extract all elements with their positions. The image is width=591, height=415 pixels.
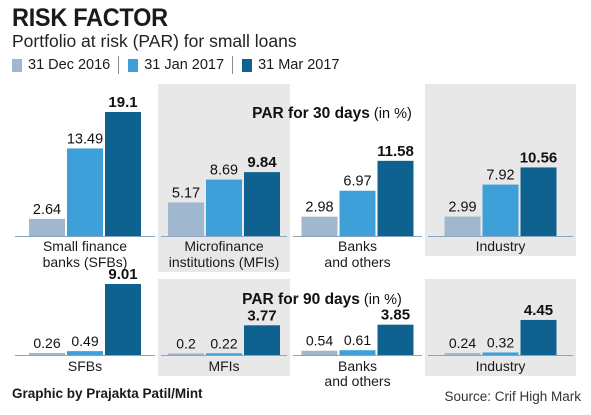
category-label: banks (SFBs) (43, 254, 128, 270)
data-label: 0.26 (33, 335, 60, 351)
bar (206, 179, 242, 236)
legend-item-mar-2017: 31 Mar 2017 (242, 57, 339, 73)
data-label: 8.69 (210, 163, 238, 179)
bar (244, 325, 280, 355)
legend-item-jan-2017: 31 Jan 2017 (128, 57, 224, 73)
legend-divider (232, 56, 234, 74)
data-label: 11.58 (377, 143, 414, 160)
data-label: 7.92 (486, 168, 514, 184)
data-label: 0.2 (176, 335, 196, 351)
category-label: SFBs (68, 358, 102, 374)
bar (105, 112, 141, 236)
bar (67, 148, 103, 236)
legend-label-mar-2017: 31 Mar 2017 (258, 57, 340, 73)
bar (482, 352, 519, 355)
data-label: 3.85 (381, 307, 410, 324)
data-label: 0.49 (71, 333, 98, 349)
bar (301, 350, 338, 355)
data-label: 2.98 (305, 200, 333, 216)
data-label: 19.1 (108, 94, 137, 111)
data-label: 0.54 (306, 333, 333, 349)
data-label: 3.77 (247, 307, 276, 324)
category-label: Industry (476, 238, 526, 254)
bar (520, 167, 557, 236)
legend: 31 Dec 2016 31 Jan 2017 31 Mar 2017 (12, 55, 347, 75)
data-label: 0.22 (210, 335, 237, 351)
bar (105, 284, 141, 355)
category-label: and others (324, 373, 390, 389)
bar (29, 218, 65, 236)
chart-title: RISK FACTOR (12, 4, 168, 32)
data-label: 2.64 (33, 202, 61, 218)
data-label: 0.61 (344, 332, 371, 348)
source-note: Source: Crif High Mark (444, 389, 581, 404)
bar (377, 324, 414, 355)
data-label: 10.56 (520, 149, 558, 166)
bar (206, 353, 242, 355)
data-label: 6.97 (343, 174, 371, 190)
data-label: 2.99 (448, 200, 476, 216)
data-label: 9.01 (108, 266, 137, 283)
bar (168, 202, 204, 236)
bar (339, 190, 376, 236)
data-label: 9.84 (247, 154, 277, 171)
bar (244, 172, 280, 236)
legend-label-jan-2017: 31 Jan 2017 (144, 57, 225, 73)
data-label: 4.45 (524, 302, 553, 319)
data-label: 13.49 (67, 131, 103, 147)
category-label: Small finance (43, 238, 127, 254)
panel-title: PAR for 90 days (in %) (242, 291, 402, 308)
legend-swatch-dec-2016 (12, 58, 22, 72)
bar (520, 319, 557, 355)
category-label: Banks (338, 358, 377, 374)
category-label: institutions (MFIs) (169, 254, 279, 270)
category-label: MFIs (208, 358, 239, 374)
bar (67, 351, 103, 355)
category-label: Banks (338, 238, 377, 254)
category-label: Industry (476, 358, 526, 374)
bar (301, 216, 338, 236)
legend-divider (118, 56, 120, 74)
data-label: 0.24 (449, 335, 476, 351)
data-label: 0.32 (487, 334, 514, 350)
category-label: and others (324, 254, 390, 270)
bar (339, 350, 376, 355)
bar (482, 184, 519, 236)
panel-title: PAR for 30 days (in %) (252, 105, 412, 122)
chart-subtitle: Portfolio at risk (PAR) for small loans (12, 31, 297, 51)
data-label: 5.17 (172, 185, 200, 201)
bar (444, 353, 481, 355)
legend-swatch-jan-2017 (128, 58, 139, 72)
graphic-credit: Graphic by Prajakta Patil/Mint (12, 386, 203, 401)
legend-label-dec-2016: 31 Dec 2016 (28, 57, 111, 73)
legend-item-dec-2016: 31 Dec 2016 (12, 57, 110, 73)
bar (444, 216, 481, 236)
bar (377, 160, 414, 236)
category-label: Microfinance (184, 238, 264, 254)
legend-swatch-mar-2017 (242, 58, 253, 72)
bar (29, 352, 65, 355)
bar (168, 353, 204, 355)
